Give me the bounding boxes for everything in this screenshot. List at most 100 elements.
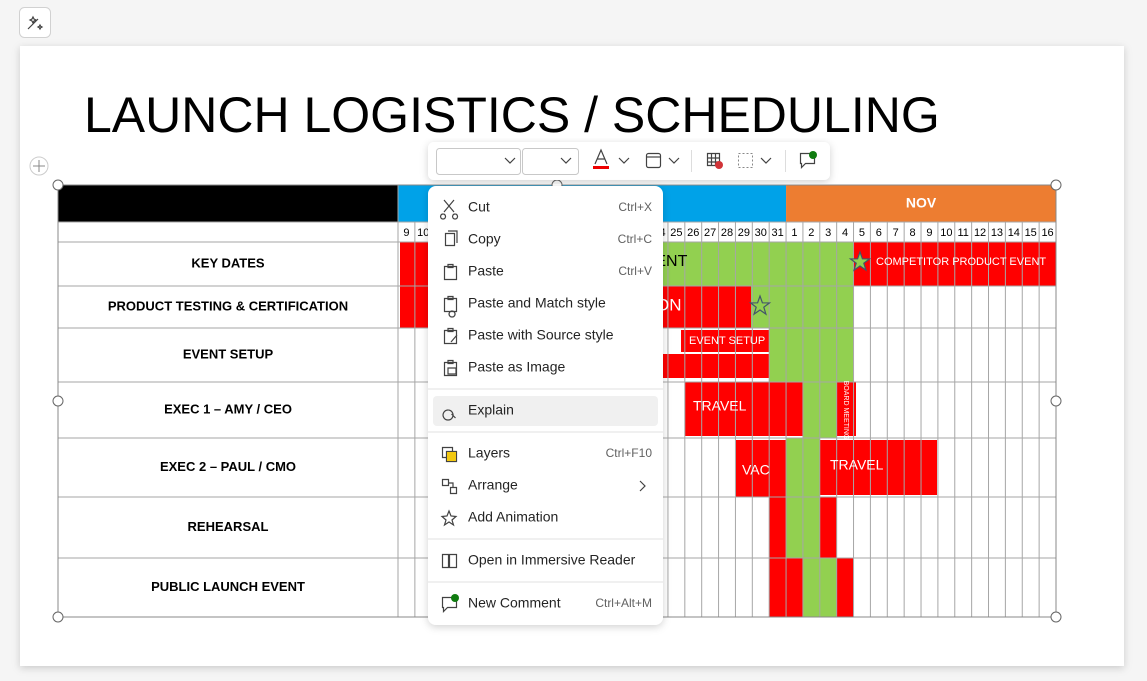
slide-title: LAUNCH LOGISTICS / SCHEDULING	[84, 87, 940, 143]
menu-label: Add Animation	[468, 509, 558, 525]
day-label: 5	[859, 227, 865, 239]
day-label: 7	[893, 227, 899, 239]
row-label: PRODUCT TESTING & CERTIFICATION	[108, 298, 348, 313]
menu-shortcut: Ctrl+F10	[606, 446, 653, 460]
day-label: 8	[910, 227, 916, 239]
day-label: 2	[808, 227, 814, 239]
menu-label: Paste as Image	[468, 359, 565, 375]
menu-item[interactable]: Open in Immersive Reader	[441, 552, 636, 569]
red-block	[681, 330, 769, 352]
day-label: 15	[1025, 227, 1037, 239]
block-label: VAC	[742, 462, 770, 478]
day-label: 29	[738, 227, 750, 239]
day-label: 27	[704, 227, 716, 239]
row-label: PUBLIC LAUNCH EVENT	[151, 579, 305, 594]
menu-shortcut: Ctrl+X	[618, 200, 652, 214]
menu-item[interactable]: Explain	[433, 396, 658, 426]
menu-icon	[440, 509, 458, 527]
block-label: TRAVEL	[830, 457, 884, 473]
star-marker	[848, 250, 872, 272]
menu-icon	[441, 478, 458, 495]
day-label: 1	[791, 227, 797, 239]
day-label: 16	[1041, 227, 1053, 239]
star-marker	[748, 294, 772, 316]
row-label: EXEC 1 – AMY / CEO	[164, 401, 292, 416]
header-corner	[58, 185, 398, 222]
block-label: TRAVEL	[693, 398, 747, 414]
row-label: REHEARSAL	[188, 519, 269, 534]
borders-button[interactable]	[738, 153, 772, 168]
day-label: 11	[957, 227, 968, 239]
menu-icon	[443, 327, 458, 345]
designer-button[interactable]	[19, 7, 51, 38]
menu-label: Paste	[468, 263, 504, 279]
menu-icon-badge	[451, 594, 459, 602]
context-menu: Cut Ctrl+X Copy Ctrl+C Paste Ctrl+V Paste and …	[428, 186, 663, 625]
day-label: 31	[771, 227, 783, 239]
menu-item[interactable]: Paste as Image	[443, 359, 566, 377]
shape-format-button[interactable]	[645, 152, 680, 169]
month-label: NOV	[906, 195, 937, 211]
menu-item[interactable]: Layers Ctrl+F10	[441, 445, 653, 463]
row-label: KEY DATES	[191, 255, 265, 270]
red-block	[663, 354, 769, 378]
menu-item[interactable]: New Comment Ctrl+Alt+M	[441, 594, 653, 613]
menu-item[interactable]: Cut Ctrl+X	[439, 199, 652, 220]
menu-icon	[443, 359, 458, 377]
menu-label: New Comment	[468, 595, 561, 611]
red-block	[837, 382, 856, 436]
day-label: 9	[926, 227, 932, 239]
menu-icon	[441, 553, 458, 569]
menu-icon	[442, 409, 456, 421]
menu-shortcut: Ctrl+C	[618, 232, 653, 246]
menu-item[interactable]: Arrange	[441, 477, 646, 495]
day-label: 3	[825, 227, 831, 239]
day-label: 14	[1008, 227, 1020, 239]
menu-shortcut: Ctrl+Alt+M	[595, 596, 652, 610]
menu-icon	[439, 199, 459, 220]
menu-item[interactable]: Add Animation	[440, 509, 558, 527]
row-label: EXEC 2 – PAUL / CMO	[160, 459, 296, 474]
red-block	[685, 382, 803, 436]
delete-table-button[interactable]	[706, 152, 723, 169]
menu-item[interactable]: Paste and Match style	[443, 295, 606, 318]
day-label: 30	[755, 227, 767, 239]
row-label: EVENT SETUP	[183, 346, 274, 361]
menu-item[interactable]: Paste with Source style	[443, 327, 614, 345]
day-label: 12	[974, 227, 986, 239]
day-label: 25	[670, 227, 682, 239]
red-block	[769, 497, 786, 558]
menu-label: Copy	[468, 231, 501, 247]
font-dropdown[interactable]	[436, 148, 521, 175]
menu-item-highlight	[433, 396, 658, 426]
font-color-button[interactable]	[593, 148, 630, 169]
comment-button[interactable]	[799, 151, 818, 169]
menu-icon-badge	[447, 452, 456, 461]
red-block	[736, 440, 786, 497]
menu-icon	[444, 230, 458, 247]
day-label: 26	[687, 227, 699, 239]
size-dropdown[interactable]	[522, 148, 579, 175]
menu-shortcut: Ctrl+V	[618, 264, 652, 278]
green-block	[769, 328, 853, 382]
day-label: 9	[403, 227, 409, 239]
block-label: EVENT SETUP	[689, 335, 765, 347]
menu-item[interactable]: Copy Ctrl+C	[444, 230, 653, 247]
red-block	[820, 440, 937, 495]
menu-label: Paste with Source style	[468, 327, 614, 343]
menu-item[interactable]: Paste Ctrl+V	[443, 263, 653, 281]
submenu-chevron	[639, 480, 646, 492]
red-block	[837, 558, 853, 617]
block-label: BOARD MEETING	[842, 381, 849, 440]
day-label: 13	[991, 227, 1003, 239]
floating-toolbar	[428, 142, 830, 180]
menu-label: Cut	[468, 199, 490, 215]
day-label: 10	[417, 227, 429, 239]
day-label: 4	[842, 227, 848, 239]
menu-label: Paste and Match style	[468, 295, 606, 311]
day-label: 28	[721, 227, 733, 239]
block-label: COMPETITOR PRODUCT EVENT	[876, 256, 1046, 268]
menu-label: Explain	[468, 402, 514, 418]
red-block	[820, 497, 837, 558]
